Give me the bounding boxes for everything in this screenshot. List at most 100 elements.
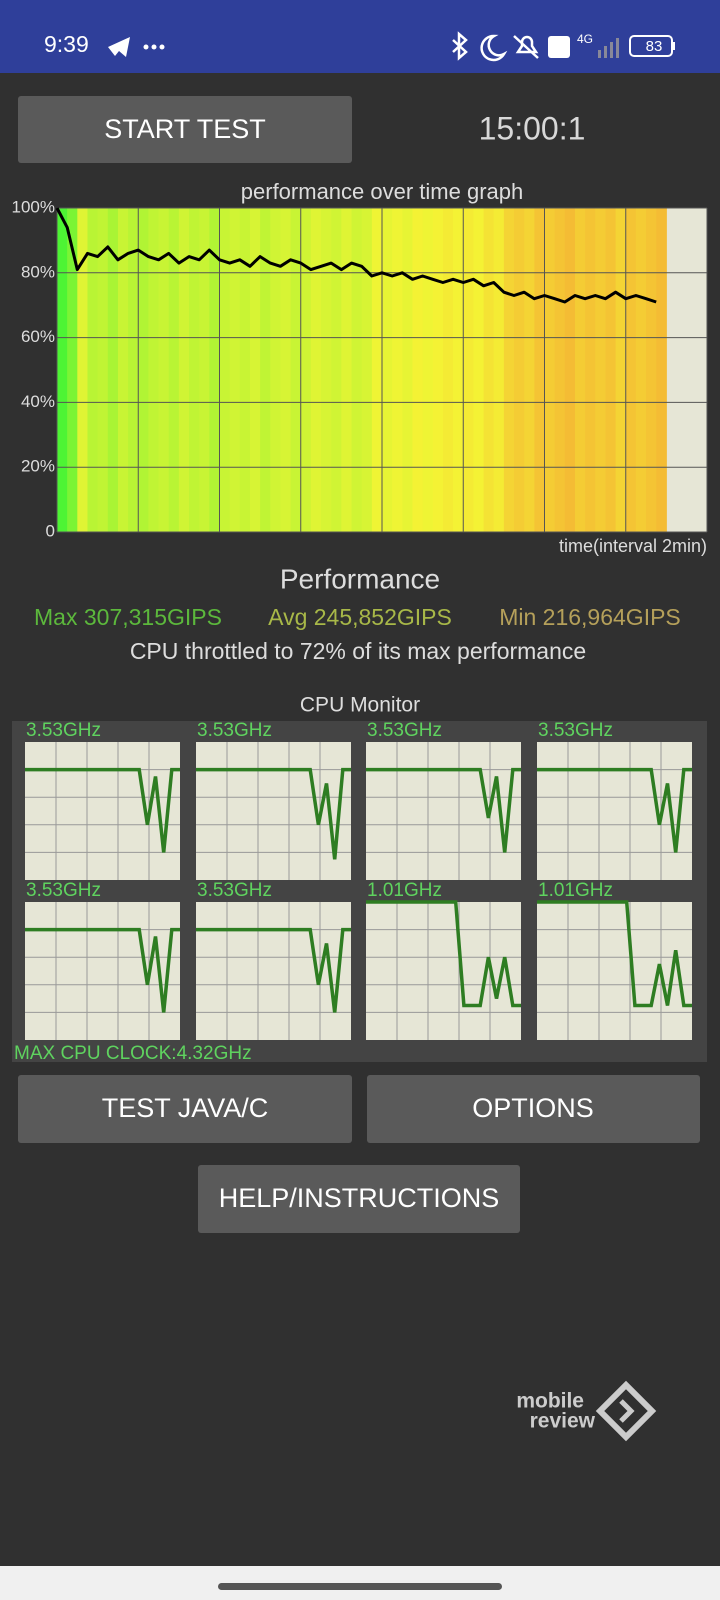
performance-bar xyxy=(514,208,525,532)
performance-bar xyxy=(57,208,68,532)
start-button[interactable] xyxy=(18,96,352,163)
performance-bar xyxy=(209,208,220,532)
options-button-label[interactable]: OPTIONS xyxy=(472,1093,594,1123)
test-button[interactable] xyxy=(18,1075,352,1143)
performance-bar xyxy=(635,208,647,532)
throttle-note: CPU throttled to 72% of its max performa… xyxy=(130,638,586,664)
performance-bar xyxy=(371,208,383,532)
chart-title: performance over time graph xyxy=(241,179,523,204)
signal-icon: 4G xyxy=(577,32,619,58)
core-frequency: 1.01GHz xyxy=(367,880,442,901)
watermark-logo xyxy=(595,1380,657,1442)
performance-bar xyxy=(382,208,393,532)
core-graph xyxy=(537,902,692,1040)
performance-bar xyxy=(300,208,312,532)
performance-bar xyxy=(341,208,353,532)
performance-bar xyxy=(412,208,424,532)
performance-bar xyxy=(239,208,251,532)
performance-bar xyxy=(249,208,261,532)
performance-bar xyxy=(67,208,78,532)
performance-bar xyxy=(473,208,485,532)
volte-icon xyxy=(548,36,570,58)
performance-bar xyxy=(351,208,363,532)
bluetooth-icon xyxy=(452,31,468,61)
core-graphs: 3.53GHz 3.53GHz 3.53GHz 3.53GHz 3.53GHz 3.53G… xyxy=(25,720,692,1040)
performance-bar xyxy=(290,208,302,532)
dnd-icon xyxy=(480,34,508,62)
core-frequency: 3.53GHz xyxy=(367,720,442,741)
performance-bar xyxy=(554,208,566,532)
performance-bar xyxy=(422,208,434,532)
core-line xyxy=(196,927,351,1013)
max-stat: Max 307,315GIPS xyxy=(34,604,222,630)
performance-bar xyxy=(392,208,403,532)
performance-bar xyxy=(138,208,149,532)
core-graph xyxy=(25,902,180,1040)
core-graph xyxy=(366,742,521,880)
performance-bar xyxy=(534,208,545,532)
home-indicator[interactable] xyxy=(218,1583,502,1590)
core-frequency: 3.53GHz xyxy=(197,880,272,901)
performance-bar xyxy=(544,208,556,532)
performance-bar xyxy=(199,208,210,532)
performance-bar xyxy=(646,208,657,532)
test-button-label[interactable]: TEST JAVA/C xyxy=(102,1093,269,1123)
plot: 0 20% 40% 60% 80% 100% xyxy=(12,197,708,540)
core-line xyxy=(25,767,180,853)
performance-bar xyxy=(483,208,495,532)
performance-bar xyxy=(321,208,332,532)
core-line xyxy=(537,900,692,1008)
performance-bar xyxy=(117,208,129,532)
performance-bar xyxy=(87,208,99,532)
core-graph xyxy=(25,742,180,880)
performance-bar xyxy=(463,208,474,532)
clock: 9:39 xyxy=(44,31,89,57)
core-line xyxy=(196,767,351,860)
performance-bar xyxy=(219,208,231,532)
performance-bar xyxy=(564,208,576,532)
battery-tip xyxy=(672,42,675,50)
avg-stat: Avg 245,852GIPS xyxy=(268,604,452,630)
options-button[interactable] xyxy=(367,1075,700,1143)
max-cpu-clock: MAX CPU CLOCK:4.32GHz xyxy=(14,1043,252,1064)
performance-bar xyxy=(189,208,200,532)
watermark-line1: mobile xyxy=(516,1390,584,1413)
core-frequency: 3.53GHz xyxy=(26,880,101,901)
start-button-label[interactable]: START TEST xyxy=(104,114,266,144)
performance-bar xyxy=(361,208,373,532)
performance-bar xyxy=(270,208,281,532)
y-tick-label: 80% xyxy=(21,262,55,281)
performance-bar xyxy=(97,208,109,532)
core-line xyxy=(366,767,521,853)
performance-line xyxy=(55,207,657,304)
core-line xyxy=(366,900,521,1008)
mute-icon xyxy=(513,35,539,59)
core-frequency: 3.53GHz xyxy=(197,720,272,741)
core-frequency: 1.01GHz xyxy=(538,880,613,901)
performance-bar xyxy=(128,208,139,532)
performance-bar xyxy=(493,208,505,532)
performance-bar xyxy=(605,208,617,532)
cpu-monitor-title: CPU Monitor xyxy=(300,694,420,717)
watermark-arrow xyxy=(619,1399,635,1423)
battery-level: 83 xyxy=(646,38,663,55)
network-label: 4G xyxy=(577,32,593,46)
performance-bar xyxy=(503,208,515,532)
performance-bar xyxy=(432,208,444,532)
performance-bar xyxy=(310,208,322,532)
performance-bar xyxy=(656,208,667,532)
help-button[interactable] xyxy=(198,1165,520,1233)
performance-bar xyxy=(77,208,88,532)
performance-bar xyxy=(574,208,586,532)
y-tick-label: 40% xyxy=(21,392,55,411)
help-button-label[interactable]: HELP/INSTRUCTIONS xyxy=(219,1183,500,1213)
performance-heading: Performance xyxy=(280,563,440,594)
core-graph xyxy=(196,742,351,880)
status-bar xyxy=(0,0,720,73)
core-graph xyxy=(366,902,521,1040)
core-frequency: 3.53GHz xyxy=(538,720,613,741)
performance-bar xyxy=(229,208,241,532)
performance-bar xyxy=(402,208,413,532)
y-tick-label: 60% xyxy=(21,327,55,346)
